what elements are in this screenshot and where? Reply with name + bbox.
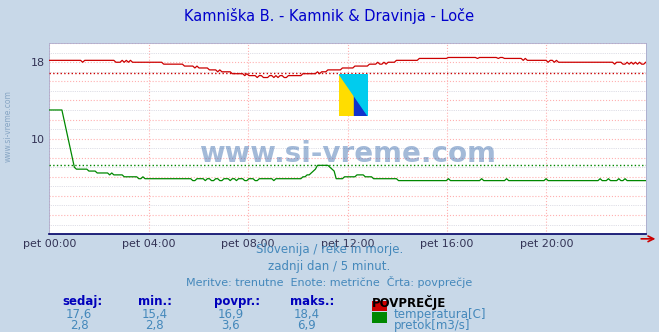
Text: 16,9: 16,9 [217, 308, 244, 321]
Text: 3,6: 3,6 [221, 319, 240, 332]
Text: min.:: min.: [138, 295, 173, 308]
Text: temperatura[C]: temperatura[C] [393, 308, 486, 321]
Text: www.si-vreme.com: www.si-vreme.com [199, 140, 496, 168]
Text: pretok[m3/s]: pretok[m3/s] [393, 319, 470, 332]
Text: POVPREČJE: POVPREČJE [372, 295, 447, 310]
Text: maks.:: maks.: [290, 295, 334, 308]
Bar [354, 74, 368, 116]
Text: 15,4: 15,4 [142, 308, 168, 321]
Text: sedaj:: sedaj: [63, 295, 103, 308]
Text: www.si-vreme.com: www.si-vreme.com [3, 90, 13, 162]
Polygon shape [339, 74, 368, 116]
Text: zadnji dan / 5 minut.: zadnji dan / 5 minut. [268, 260, 391, 273]
Bar [339, 74, 354, 116]
Text: Meritve: trenutne  Enote: metrične  Črta: povprečje: Meritve: trenutne Enote: metrične Črta: … [186, 276, 473, 288]
Text: 18,4: 18,4 [293, 308, 320, 321]
Text: 17,6: 17,6 [66, 308, 92, 321]
Text: Slovenija / reke in morje.: Slovenija / reke in morje. [256, 243, 403, 256]
Text: 2,8: 2,8 [70, 319, 88, 332]
Text: 2,8: 2,8 [146, 319, 164, 332]
Text: 6,9: 6,9 [297, 319, 316, 332]
Text: povpr.:: povpr.: [214, 295, 260, 308]
Text: Kamniška B. - Kamnik & Dravinja - Loče: Kamniška B. - Kamnik & Dravinja - Loče [185, 8, 474, 24]
